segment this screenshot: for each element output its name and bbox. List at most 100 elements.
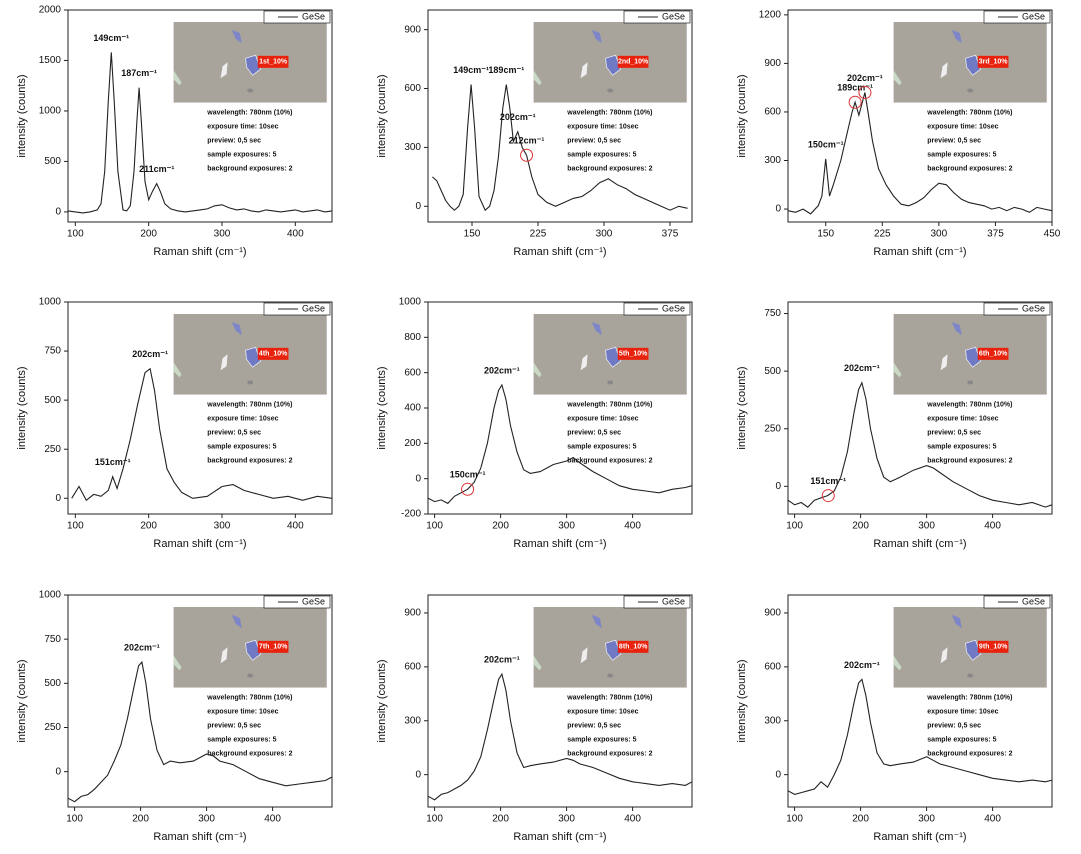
chart-panel: 100 200 300 400 0 250 500 750 1000 Raman shift (c… [16,590,333,843]
x-tick-label: 400 [624,521,641,532]
acquisition-note: background exposures: 2 [567,165,652,172]
acquisition-note: background exposures: 2 [207,750,292,757]
flake [607,673,614,678]
y-axis-label: intensity (counts) [376,659,388,742]
x-tick-label: 100 [66,814,83,825]
inset-photo: 6th_10% [893,314,1047,395]
inset-photo: 2nd_10% [533,22,687,103]
flake [220,647,228,664]
flake [231,615,242,629]
flake [607,380,614,385]
x-tick-label: 200 [140,229,157,240]
peak-circle [848,95,862,109]
inset-tag-label: 5th_10% [619,351,648,358]
x-tick-label: 300 [931,229,948,240]
y-axis-label: intensity (counts) [16,74,28,157]
acquisition-note: background exposures: 2 [207,165,292,172]
acquisition-note: preview: 0,5 sec [927,722,981,729]
x-tick-label: 300 [198,814,215,825]
inset-tag [257,347,289,360]
flake [965,639,982,661]
inset-tag [257,640,289,653]
y-tick-label: 1000 [39,297,62,308]
y-tick-label: 1000 [39,106,62,117]
flake [533,655,542,671]
x-axis-label: Raman shift (cm⁻¹) [513,246,606,258]
peak-label: 202cm⁻¹ [132,349,168,359]
x-tick-label: 200 [140,521,157,532]
inset-tag [257,55,289,68]
spectrum-line [67,660,333,803]
inset-tag [977,347,1009,360]
peak-label: 151cm⁻¹ [95,457,131,467]
flake [605,54,622,76]
inset-tag-label: 4th_10% [259,351,288,358]
y-tick-label: 500 [764,366,781,377]
y-tick-label: 1000 [399,297,422,308]
acquisition-note: wavelength: 780nm (10%) [926,109,1012,116]
x-tick-label: 100 [67,521,84,532]
acquisition-note: preview: 0,5 sec [207,722,261,729]
spectrum-line [427,672,693,801]
x-tick-label: 400 [984,521,1001,532]
legend-label: GeSe [662,11,685,21]
y-tick-label: 1000 [39,590,62,601]
peak-label: 150cm⁻¹ [450,470,486,480]
x-tick-label: 400 [624,814,641,825]
flake [220,354,228,371]
x-tick-label: 200 [492,814,509,825]
y-tick-label: 200 [404,438,421,449]
spectrum-line [67,52,333,214]
peak-label: 149cm⁻¹ [453,65,489,75]
chart-panel: 100 200 300 400 0 500 1000 1500 2000 Raman shift … [16,5,333,258]
x-tick-label: 300 [558,521,575,532]
x-tick-label: 300 [214,229,231,240]
flake [580,647,588,664]
y-tick-label: 600 [764,107,781,118]
spectrum-line [787,92,1053,215]
flake [951,615,962,629]
x-tick-label: 150 [464,229,481,240]
flake [231,30,242,44]
inset-tag-label: 7th_10% [259,644,288,651]
acquisition-note: exposure time: 10sec [207,123,278,130]
chart-panel: 150 225 300 375 0 300 600 900 Raman shift (cm⁻¹)… [376,9,693,258]
inset-tag [977,640,1009,653]
plot-frame [67,301,333,515]
acquisition-note: exposure time: 10sec [927,415,998,422]
acquisition-note: preview: 0,5 sec [567,137,621,144]
inset-tag [617,55,649,68]
y-tick-label: 750 [764,308,781,319]
y-tick-label: 900 [404,608,421,619]
flake [951,322,962,336]
peak-circle [461,482,475,496]
flake [965,346,982,368]
y-tick-label: 300 [404,715,421,726]
acquisition-note: wavelength: 780nm (10%) [206,694,292,701]
inset-photo: 4th_10% [173,314,327,395]
y-tick-label: 0 [55,207,61,218]
flake [173,362,182,378]
inset-photo: 7th_10% [173,607,327,688]
legend-label: GeSe [302,11,325,21]
acquisition-note: sample exposures: 5 [927,736,996,743]
x-tick-label: 375 [662,229,679,240]
spectrum-line [432,84,688,212]
y-axis-label: intensity (counts) [736,74,748,157]
chart-panel: 150 225 300 375 450 0 300 600 900 1200 Raman shift… [736,9,1061,257]
peak-label: 202cm⁻¹ [124,643,160,653]
flake [245,54,262,76]
acquisition-note: background exposures: 2 [927,750,1012,757]
flake [940,354,948,371]
acquisition-note: preview: 0,5 sec [927,137,981,144]
acquisition-note: background exposures: 2 [207,457,292,464]
inset-tag [617,347,649,360]
flake [245,346,262,368]
flake [951,30,962,44]
y-tick-label: 500 [44,156,61,167]
y-tick-label: 750 [44,346,61,357]
acquisition-note: exposure time: 10sec [927,123,998,130]
inset-photo: 3rd_10% [893,22,1047,103]
peak-circle [821,489,835,503]
